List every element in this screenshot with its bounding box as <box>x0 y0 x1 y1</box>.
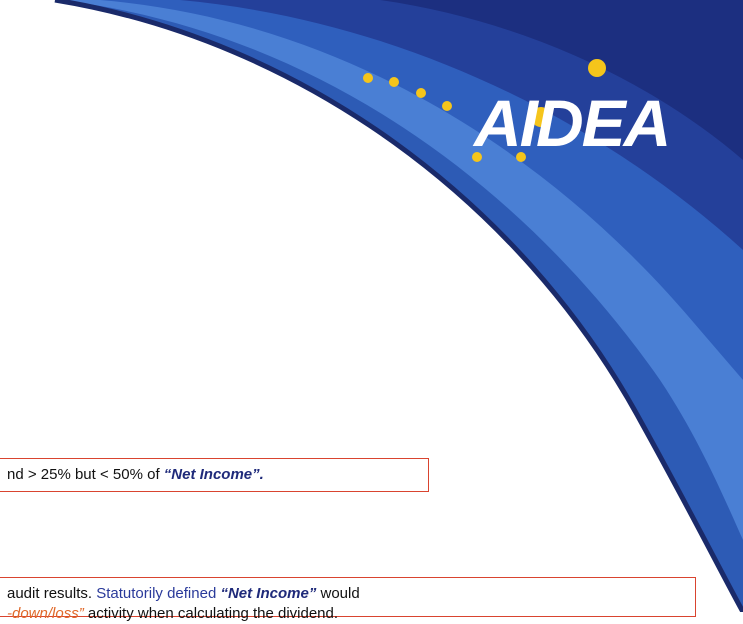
text-run: Statutorily defined <box>96 585 220 602</box>
text-line: nd > 25% but < 50% of “Net Income”. <box>7 465 428 485</box>
text-run: -down/loss” <box>7 605 84 622</box>
text-line: audit results. Statutorily defined “Net … <box>7 584 695 604</box>
page: AIDEA nd > 25% but < 50% of “Net Income”… <box>0 0 743 612</box>
text-run: nd > 25% but < 50% of <box>7 466 164 483</box>
text-line: -down/loss” activity when calculating th… <box>7 604 695 624</box>
text-run: audit results. <box>7 585 96 602</box>
text-run: activity when calculating the dividend. <box>84 605 338 622</box>
logo: AIDEA <box>474 90 669 156</box>
text-run: “Net Income” <box>220 585 316 602</box>
callout-box: audit results. Statutorily defined “Net … <box>0 577 696 617</box>
text-run: “Net Income”. <box>164 466 264 483</box>
text-run: would <box>316 585 359 602</box>
callout-box: nd > 25% but < 50% of “Net Income”. <box>0 458 429 492</box>
